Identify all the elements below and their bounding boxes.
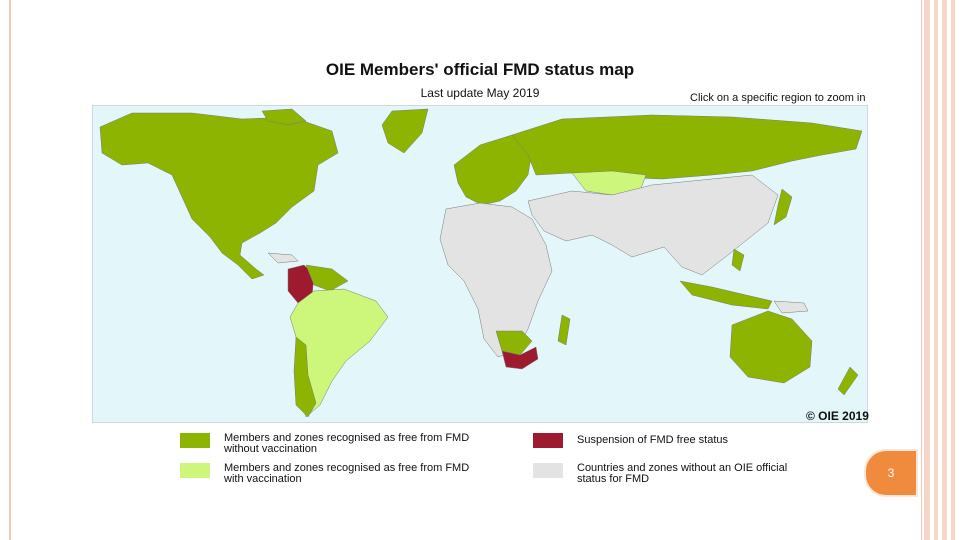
decorative-stripe [924,0,930,540]
legend-label: Members and zones recognised as free fro… [224,432,470,455]
region-greenland [381,108,429,154]
legend-free-without-vaccination: Members and zones recognised as free fro… [180,433,480,455]
zoom-hint[interactable]: Click on a specific region to zoom in [690,92,866,104]
decorative-stripe [942,0,947,540]
map-subtitle: Last update May 2019 [420,86,540,100]
region-indonesia [679,280,773,310]
legend-label: Suspension of FMD free status [577,434,729,446]
region-chile [293,336,317,418]
world-map[interactable] [92,105,868,423]
region-southern-africa [495,330,533,356]
region-japan [773,188,793,226]
region-madagascar [557,314,571,346]
decorative-stripe [934,0,938,540]
legend-suspension: Suspension of FMD free status [533,433,793,448]
decorative-stripe [951,0,955,540]
slide-frame-right [921,0,922,540]
page-number: 3 [887,466,895,480]
legend-free-with-vaccination: Members and zones recognised as free fro… [180,463,480,485]
legend-swatch-grey [533,463,563,478]
region-new-zealand [837,366,859,396]
legend-label: Members and zones recognised as free fro… [224,462,470,485]
region-asia [527,174,779,276]
page-number-badge: 3 [864,449,918,497]
legend-swatch-green [180,433,210,448]
legend-label: Countries and zones without an OIE offic… [577,462,788,485]
map-title: OIE Members' official FMD status map [325,60,635,79]
region-arctic-islands [261,108,307,126]
region-venezuela [305,264,349,292]
slide-frame-left [9,0,11,540]
region-south-africa [501,346,539,370]
legend-swatch-red [533,433,563,448]
region-europe [453,134,533,206]
region-caribbean [267,252,299,264]
legend-swatch-light-green [180,463,210,478]
map-copyright: © OIE 2019 [806,409,869,423]
region-australia [729,310,813,384]
region-north-america [99,112,339,280]
region-philippines [731,248,745,272]
legend-no-status: Countries and zones without an OIE offic… [533,463,793,485]
region-russia [511,114,863,180]
region-new-guinea [773,300,809,314]
